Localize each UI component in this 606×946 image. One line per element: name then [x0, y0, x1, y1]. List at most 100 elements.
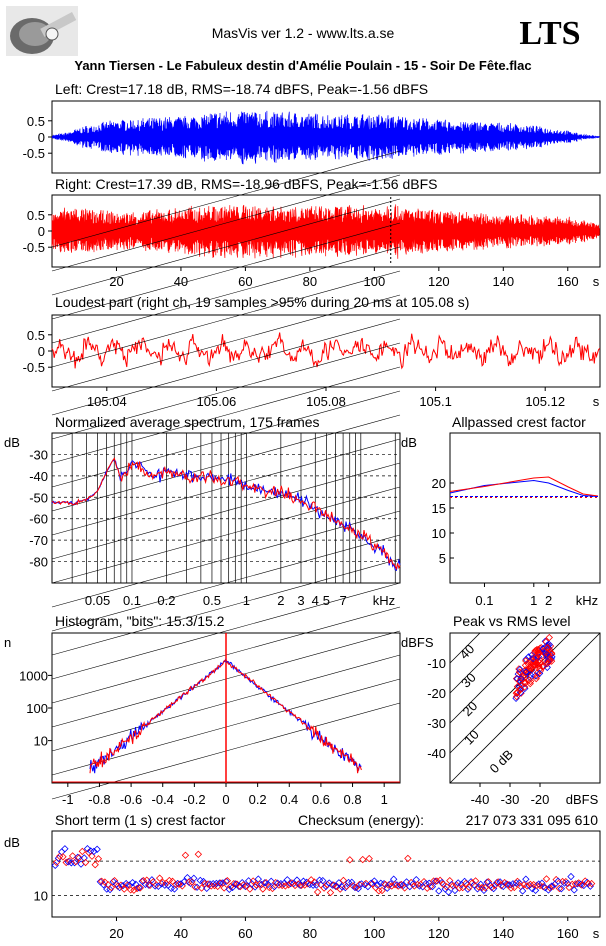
peakrms-y-unit: dBFS [401, 635, 434, 650]
track-title: Yann Tiersen - Le Fabuleux destin d'Amél… [74, 58, 531, 73]
shortterm-point [228, 883, 237, 892]
crest-line-label: 30 [458, 670, 479, 691]
shortterm-point [83, 845, 92, 853]
guitar-photo-icon [6, 6, 78, 56]
shortterm-point [74, 853, 82, 861]
x-tick-label: 140 [492, 274, 514, 289]
shortterm-point [454, 879, 462, 887]
spectrum-trace [51, 457, 401, 571]
x-tick-label: 1 [530, 593, 537, 608]
shortterm-point [468, 879, 477, 887]
shortterm-point [436, 876, 444, 884]
peak-rms-point [521, 661, 530, 669]
shortterm-point [249, 877, 257, 885]
right-wave-trace [51, 204, 600, 259]
loudest-part-panel: Loudest part (right ch, 19 samples >95% … [23, 294, 601, 409]
shortterm-point [265, 883, 273, 892]
x-tick-label: 60 [238, 926, 252, 941]
shortterm-point [520, 881, 528, 889]
shortterm-point [123, 881, 132, 889]
shortterm-point [181, 851, 190, 859]
shortterm-point [204, 880, 212, 888]
left-channel-panel: Left: Crest=17.18 dB, RMS=-18.74 dBFS, P… [23, 81, 601, 174]
histogram-y-unit: n [4, 635, 11, 650]
shortterm-point [523, 882, 531, 890]
shortterm-point [567, 872, 575, 881]
shortterm-point [367, 879, 375, 887]
slope-line [51, 486, 401, 584]
shortterm-point [135, 884, 143, 892]
shortterm-point [194, 850, 203, 858]
spectrum-x-ticks: 0.05 0.1 0.2 0.5 1 2 3 4 5 7 [85, 593, 347, 608]
shortterm-point [351, 883, 359, 892]
shortterm-point [426, 882, 435, 891]
allpass-trace [449, 476, 599, 497]
loudest-x-unit: s [593, 394, 600, 409]
peak-rms-point [522, 668, 530, 676]
histogram-curves [52, 633, 400, 783]
shortterm-point [94, 855, 103, 863]
shortterm-point [402, 878, 411, 886]
shortterm-point [587, 879, 596, 888]
peak-rms-point [513, 675, 522, 683]
checksum-value: 217 073 331 095 610 [466, 812, 599, 828]
slope-line [51, 582, 401, 680]
shortterm-point [346, 856, 354, 864]
x-tick-label: -0.4 [152, 792, 174, 807]
peakrms-frame [449, 632, 601, 784]
peak-rms-point [525, 676, 533, 684]
shortterm-point [547, 882, 556, 890]
x-tick-label: 120 [428, 926, 450, 941]
allpass-trace [449, 479, 599, 497]
shortterm-point [542, 875, 551, 883]
y-tick-label: 10 [432, 526, 446, 541]
y-tick-label: 15 [432, 501, 446, 516]
x-tick-label: 105.04 [87, 394, 127, 409]
slope-line [51, 174, 401, 272]
spectrum-y-unit: dB [4, 435, 20, 450]
x-tick-label: 105.12 [525, 394, 565, 409]
x-tick-label: -40 [471, 792, 490, 807]
shortterm-point [370, 877, 379, 885]
shortterm-point [480, 886, 488, 895]
peakrms-title: Peak vs RMS level [453, 613, 570, 629]
allpass-title: Allpassed crest factor [452, 414, 586, 430]
shortterm-point [59, 853, 67, 861]
spectrum-curves [51, 457, 401, 572]
shortterm-point [90, 847, 98, 856]
shortterm-point [335, 879, 343, 887]
shortterm-point [120, 885, 128, 893]
x-tick-label: -0.8 [88, 792, 110, 807]
slope-line [51, 462, 401, 560]
shortterm-point [428, 882, 437, 891]
peak-rms-point [535, 669, 544, 678]
y-tick-label: -40 [29, 469, 48, 484]
y-tick-label: 0.5 [27, 114, 45, 129]
peak-rms-point [545, 658, 553, 666]
x-tick-label: 0.4 [280, 792, 298, 807]
right-x-unit: s [593, 274, 600, 289]
slope-line [51, 558, 401, 656]
crest-line-label: 40 [457, 641, 478, 662]
shortterm-point [61, 845, 69, 853]
x-tick-label: 20 [109, 926, 123, 941]
shortterm-point [348, 878, 356, 887]
shortterm-point [435, 887, 443, 895]
peak-rms-point [526, 671, 535, 679]
peak-rms-point [539, 645, 547, 653]
loudest-y-ticks: 0.50-0.5 [23, 328, 52, 375]
x-tick-label: 40 [174, 274, 188, 289]
shortterm-point [193, 883, 201, 891]
x-tick-label: 120 [428, 274, 450, 289]
y-tick-label: -50 [29, 490, 48, 505]
slope-line [51, 510, 401, 608]
slope-line [51, 294, 401, 392]
shortterm-point [180, 878, 188, 886]
shortterm-point [225, 885, 233, 893]
x-tick-label: 0.2 [157, 593, 175, 608]
shortterm-point [536, 881, 544, 890]
peak-rms-point [522, 657, 530, 665]
